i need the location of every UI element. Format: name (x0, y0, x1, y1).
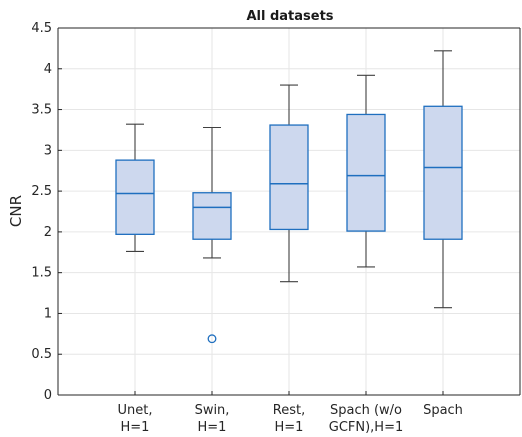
y-tick-label: 4 (44, 62, 52, 77)
y-tick-label: 0.5 (31, 347, 52, 362)
x-tick-label: Swin, (195, 403, 230, 418)
box-group (346, 74, 386, 268)
y-ticks: 0 0.5 1 1.5 2 2.5 3 3.5 4 4.5 (31, 21, 62, 403)
x-tick-label: H=1 (121, 420, 150, 435)
box-iqr (346, 113, 386, 232)
box-group (269, 84, 309, 283)
y-tick-label: 3.5 (31, 103, 52, 118)
box-iqr (269, 124, 309, 231)
box-iqr (115, 159, 155, 235)
box-group (423, 50, 463, 309)
y-tick-label: 1.5 (31, 266, 52, 281)
axes (57, 27, 521, 396)
box-group (192, 126, 232, 344)
box-iqr (192, 192, 232, 240)
y-tick-label: 0 (44, 388, 52, 403)
x-tick-label: Unet, (118, 403, 153, 418)
x-tick-label: Spach (w/o (330, 403, 402, 418)
x-tick-label: Rest, (273, 403, 305, 418)
x-tick-labels: Unet, H=1 Swin, H=1 Rest, H=1 Spach (w/o GCFN),… (118, 403, 463, 435)
y-tick-label: 1 (44, 306, 52, 321)
outlier-point (207, 334, 217, 344)
y-tick-label: 3 (44, 143, 52, 158)
box-group (115, 123, 155, 253)
y-axis-label: CNR (7, 195, 25, 227)
x-tick-label: GCFN),H=1 (329, 420, 404, 435)
x-tick-label: H=1 (275, 420, 304, 435)
y-tick-label: 2.5 (31, 184, 52, 199)
x-tick-label: Spach (423, 403, 463, 418)
y-tick-label: 4.5 (31, 21, 52, 36)
box-series (115, 50, 463, 344)
x-tick-label: H=1 (198, 420, 227, 435)
y-tick-label: 2 (44, 225, 52, 240)
chart-title: All datasets (246, 9, 333, 24)
box-iqr (423, 105, 463, 240)
